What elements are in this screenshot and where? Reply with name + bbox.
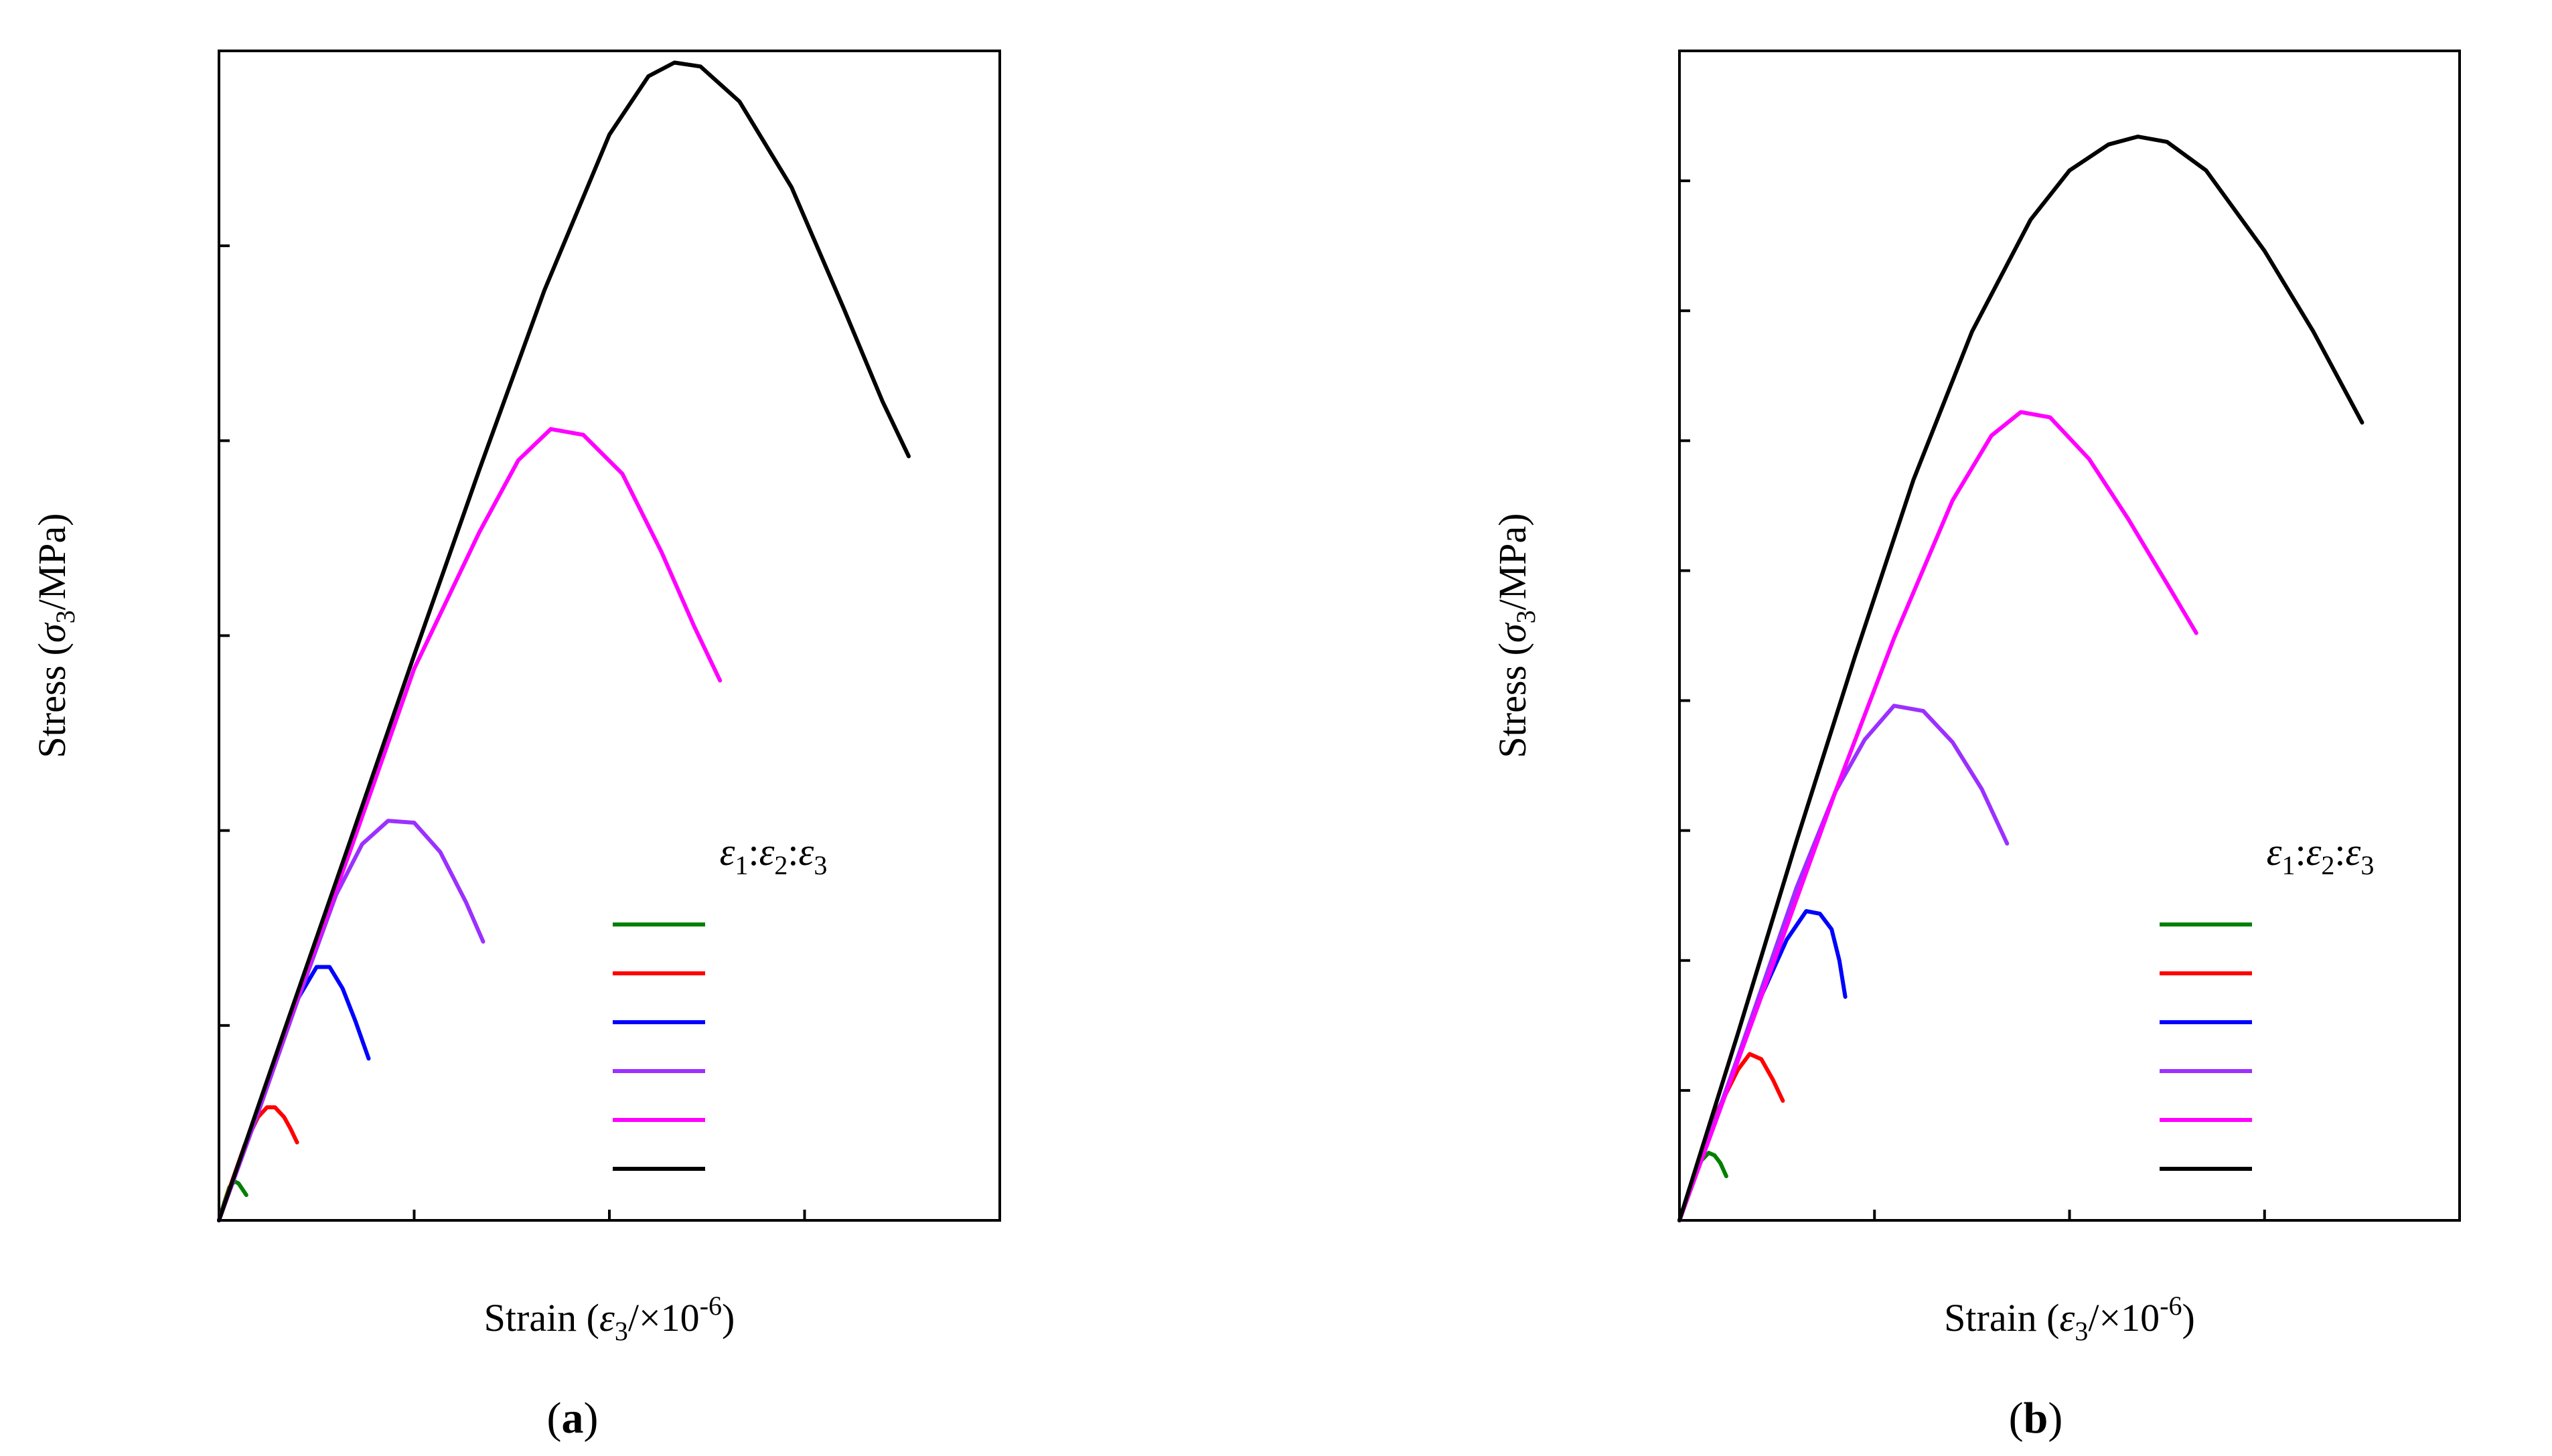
chart-panel-a: Strain (ε3/×10-6) Stress (σ3/MPa) ε1:ε2:ε3…: [30, 50, 1001, 1443]
series-line-0: [1677, 1151, 1728, 1222]
series-line-5: [217, 60, 911, 1222]
legend-title: ε1:ε2:ε3: [720, 830, 828, 880]
chart-panel-b: Strain (ε3/×10-6) Stress (σ3/MPa) ε1:ε2:ε3…: [1491, 50, 2461, 1443]
panel-label: (b): [2009, 1394, 2063, 1443]
series-line-1: [217, 1105, 299, 1222]
series-line-4: [217, 426, 723, 1222]
plot-frame: [1678, 50, 2461, 1222]
series-line-4: [1677, 410, 2198, 1222]
series-line-3: [217, 819, 485, 1222]
x-axis-label: Strain (ε3/×10-6): [484, 1291, 735, 1346]
y-axis-label: Stress (σ3/MPa): [30, 513, 80, 758]
legend-title: ε1:ε2:ε3: [2267, 830, 2375, 880]
x-axis-label: Strain (ε3/×10-6): [1944, 1291, 2195, 1346]
panel-label: (a): [547, 1394, 599, 1443]
series-line-5: [1677, 135, 2365, 1222]
plot-frame: [218, 50, 1001, 1222]
y-axis-label: Stress (σ3/MPa): [1491, 513, 1541, 758]
series-line-3: [1677, 704, 2010, 1222]
